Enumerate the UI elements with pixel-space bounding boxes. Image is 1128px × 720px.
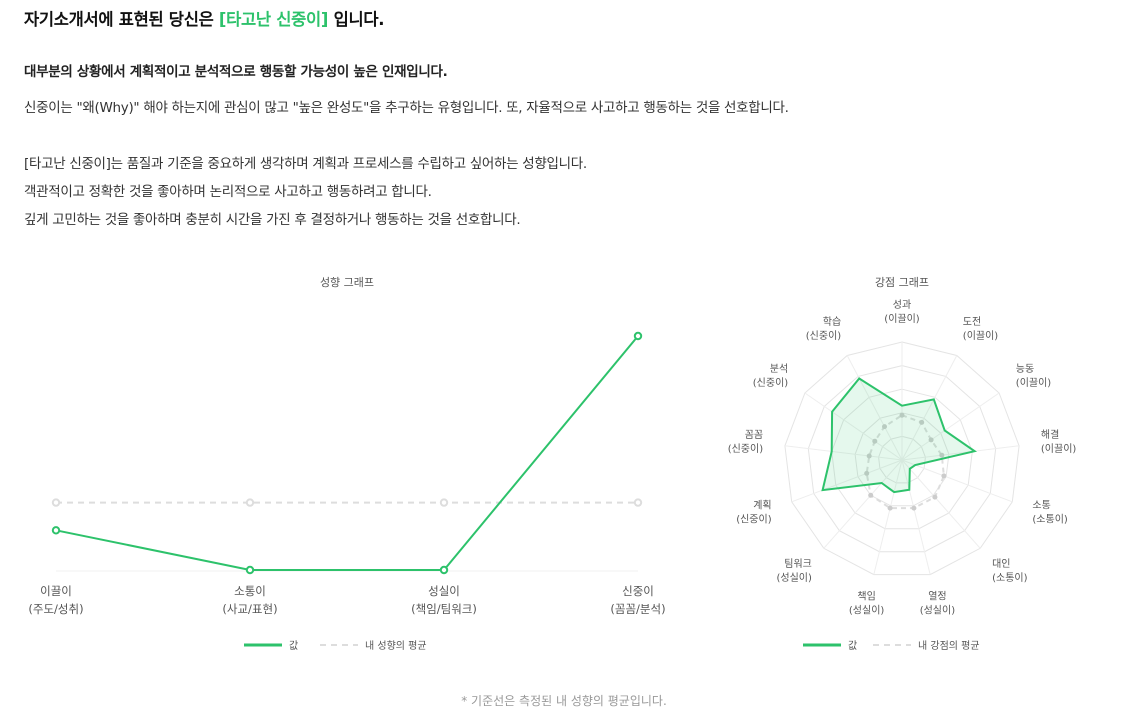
line-point-value-1 [245,565,255,575]
radar-axis-label-6-1: (성실이) [920,605,956,617]
tendency-line-chart: 성향 그래프 이끌이 (주도/성취) 소통이 (사교/표현) 성실이 (책임/팀워크) 신중… [28,276,665,652]
radar-series-average [865,414,945,510]
paragraph-1: 신중이는 "왜(Why)" 해야 하는지에 관심이 많고 "높은 완성도"을 추… [24,100,789,116]
radar-point-average-4 [941,473,947,479]
radar-spoke-6 [901,459,931,575]
line-x-tick-2-0: 성실이 [428,584,460,598]
radar-axis-label-3-1: (이끌이) [1041,443,1077,455]
radar-point-average-10 [866,453,872,459]
line-point-value-2 [439,565,449,575]
radar-axis-label-12-1: (신중이) [806,330,842,342]
radar-series-value [821,377,978,494]
radar-axis-label-0-0: 성과 [893,299,911,311]
radar-grid-ring-1 [878,435,926,484]
legend-value-label: 값 [289,640,298,652]
headline-suffix: 입니다. [328,10,385,29]
radar-grid-ring-5 [784,341,1020,576]
radar-axis-label-4-0: 소통 [1032,500,1050,512]
paragraph-2: [타고난 신중이]는 품질과 기준을 중요하게 생각하며 계획과 프로세스를 수… [24,156,587,172]
radar-spoke-4 [901,459,1013,503]
radar-axis-label-7-1: (성실이) [849,605,885,617]
headline-type-name: [타고난 신중이] [218,10,329,29]
radar-axis-label-1-0: 도전 [963,316,981,328]
line-chart-title: 성향 그래프 [320,276,374,289]
line-chart-legend: 값 내 성향의 평균 [244,640,427,652]
line-point-average-0 [51,498,61,507]
radar-spoke-9 [791,459,903,503]
radar-spoke-12 [846,355,903,461]
paragraph-3: 객관적이고 정확한 것을 좋아하며 논리적으로 사고하고 행동하려고 합니다. [24,184,432,200]
radar-axis-label-2-0: 능동 [1016,363,1034,375]
radar-spoke-5 [901,459,981,549]
radar-legend-value-label: 값 [848,640,857,652]
radar-axis-label-5-1: (소통이) [992,572,1028,584]
line-point-average-1 [245,498,255,507]
radar-spoke-3 [901,445,1020,461]
radar-chart-title: 강점 그래프 [875,276,929,289]
radar-axis-label-10-0: 꼼꼼 [745,429,763,441]
radar-spoke-7 [873,459,903,575]
radar-chart-legend: 값 내 강점의 평균 [803,640,980,652]
radar-point-average-9 [864,470,870,476]
radar-point-average-2 [928,437,934,443]
radar-spoke-2 [901,392,1000,461]
radar-axis-label-6-0: 열정 [928,591,946,603]
radar-axis-label-9-0: 계획 [753,500,771,512]
lead-summary: 대부분의 상황에서 계획적이고 분석적으로 행동할 가능성이 높은 인재입니다. [24,64,448,80]
radar-axis-label-9-1: (신중이) [736,514,772,526]
line-x-tick-1-0: 소통이 [234,584,266,598]
line-x-tick-2-1: (책임/팀워크) [411,602,477,616]
radar-axis-label-4-1: (소통이) [1032,514,1068,526]
radar-legend-average-label: 내 강점의 평균 [918,640,980,652]
radar-point-average-11 [872,438,878,444]
line-x-tick-0-0: 이끌이 [40,584,72,598]
radar-axis-label-3-0: 해결 [1041,428,1059,441]
radar-point-average-7 [887,505,893,511]
radar-axis-label-2-1: (이끌이) [1016,377,1052,389]
line-x-tick-0-1: (주도/성취) [28,602,83,616]
line-x-tick-1-1: (사교/표현) [222,602,277,616]
radar-point-average-12 [882,424,887,430]
radar-spoke-1 [901,355,958,461]
radar-point-average-8 [868,492,874,498]
line-point-average-3 [633,498,643,507]
line-x-tick-3-1: (꼼꼼/분석) [610,602,665,616]
radar-axis-label-1-1: (이끌이) [963,330,999,342]
radar-point-average-0 [899,412,905,418]
radar-point-average-6 [911,505,917,511]
radar-axis-label-11-1: (신중이) [753,377,789,389]
radar-grid-ring-4 [807,365,997,553]
radar-axis-label-8-0: 팀워크 [784,557,812,570]
line-x-tick-3-0: 신중이 [622,584,654,598]
radar-axis-label-11-0: 분석 [770,363,788,375]
legend-average-label: 내 성향의 평균 [365,640,427,652]
radar-axis-label-0-1: (이끌이) [884,313,920,325]
radar-axis-label-8-1: (성실이) [776,572,812,584]
radar-spoke-11 [804,392,903,461]
paragraph-4: 깊게 고민하는 것을 좋아하며 충분히 시간을 가진 후 결정하거나 행동하는 … [24,212,521,228]
radar-point-average-1 [919,419,925,425]
radar-spoke-8 [823,459,903,549]
radar-grid-ring-2 [854,412,950,507]
line-series-value [55,335,639,571]
radar-point-average-3 [939,452,945,458]
radar-point-average-5 [932,494,938,500]
radar-spoke-10 [784,445,903,461]
strength-radar-chart: 강점 그래프 성과 (이끌이) 도전 (이끌이) 능동 (이끌이) 해결 (이끌이) 소통 (소통… [728,276,1077,652]
line-point-average-2 [439,498,449,507]
result-headline: 자기소개서에 표현된 당신은 [타고난 신중이] 입니다. [24,6,384,30]
line-point-value-0 [51,526,61,535]
radar-axis-label-10-1: (신중이) [728,443,764,455]
headline-prefix: 자기소개서에 표현된 당신은 [24,10,219,29]
footnote: * 기준선은 측정된 내 성향의 평균입니다. [461,694,667,708]
radar-axis-label-7-0: 책임 [857,590,875,603]
line-point-value-3 [633,331,643,341]
radar-grid-ring-3 [831,388,973,530]
radar-axis-label-12-0: 학습 [823,316,841,328]
radar-axis-label-5-0: 대인 [992,558,1010,570]
